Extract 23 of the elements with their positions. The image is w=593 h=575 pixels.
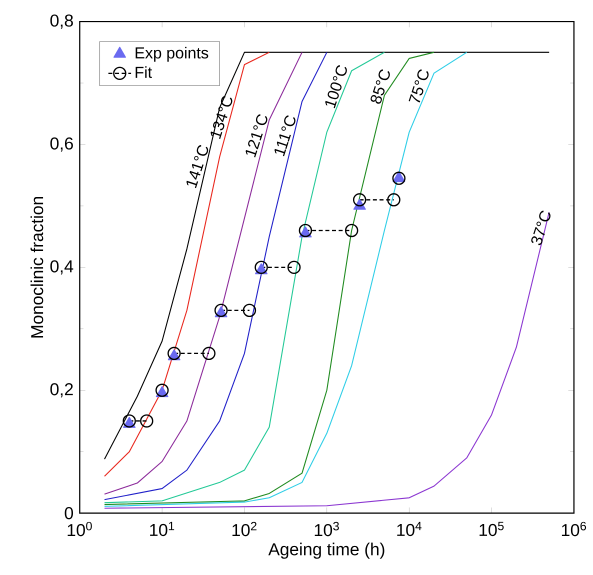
x-tick-label: 10$^{0}$ bbox=[68, 522, 92, 536]
text: 111°C bbox=[274, 115, 296, 156]
text: 85°C bbox=[370, 69, 390, 104]
y-tick-label: 0,8 bbox=[50, 14, 73, 29]
y-tick-label: 0,4 bbox=[50, 260, 74, 275]
y-tick-label: 0,6 bbox=[50, 137, 73, 152]
text: 121°C bbox=[246, 114, 268, 158]
x-tick-label: 10$^{4}$ bbox=[397, 522, 422, 536]
text: 100°C bbox=[325, 65, 347, 108]
legend-label: Fit bbox=[136, 66, 152, 78]
y-tick-label: 0 bbox=[64, 507, 74, 520]
x-axis-title: Ageing time (h) bbox=[268, 542, 384, 559]
x-tick-label: 10$^{5}$ bbox=[480, 522, 504, 536]
x-tick-label: 10$^{1}$ bbox=[150, 522, 174, 536]
text: 37°C bbox=[531, 210, 550, 246]
x-tick-label: 10$^{2}$ bbox=[232, 522, 256, 536]
y-axis-title: Monoclinic fraction bbox=[30, 197, 44, 338]
text: 141°C bbox=[186, 145, 208, 188]
x-tick-label: 10$^{3}$ bbox=[314, 522, 339, 536]
x-tick-label: 10$^{6}$ bbox=[562, 522, 586, 536]
y-tick-label: 0,2 bbox=[50, 383, 73, 398]
text: 75°C bbox=[408, 69, 429, 103]
legend-label: Exp points bbox=[136, 46, 208, 62]
